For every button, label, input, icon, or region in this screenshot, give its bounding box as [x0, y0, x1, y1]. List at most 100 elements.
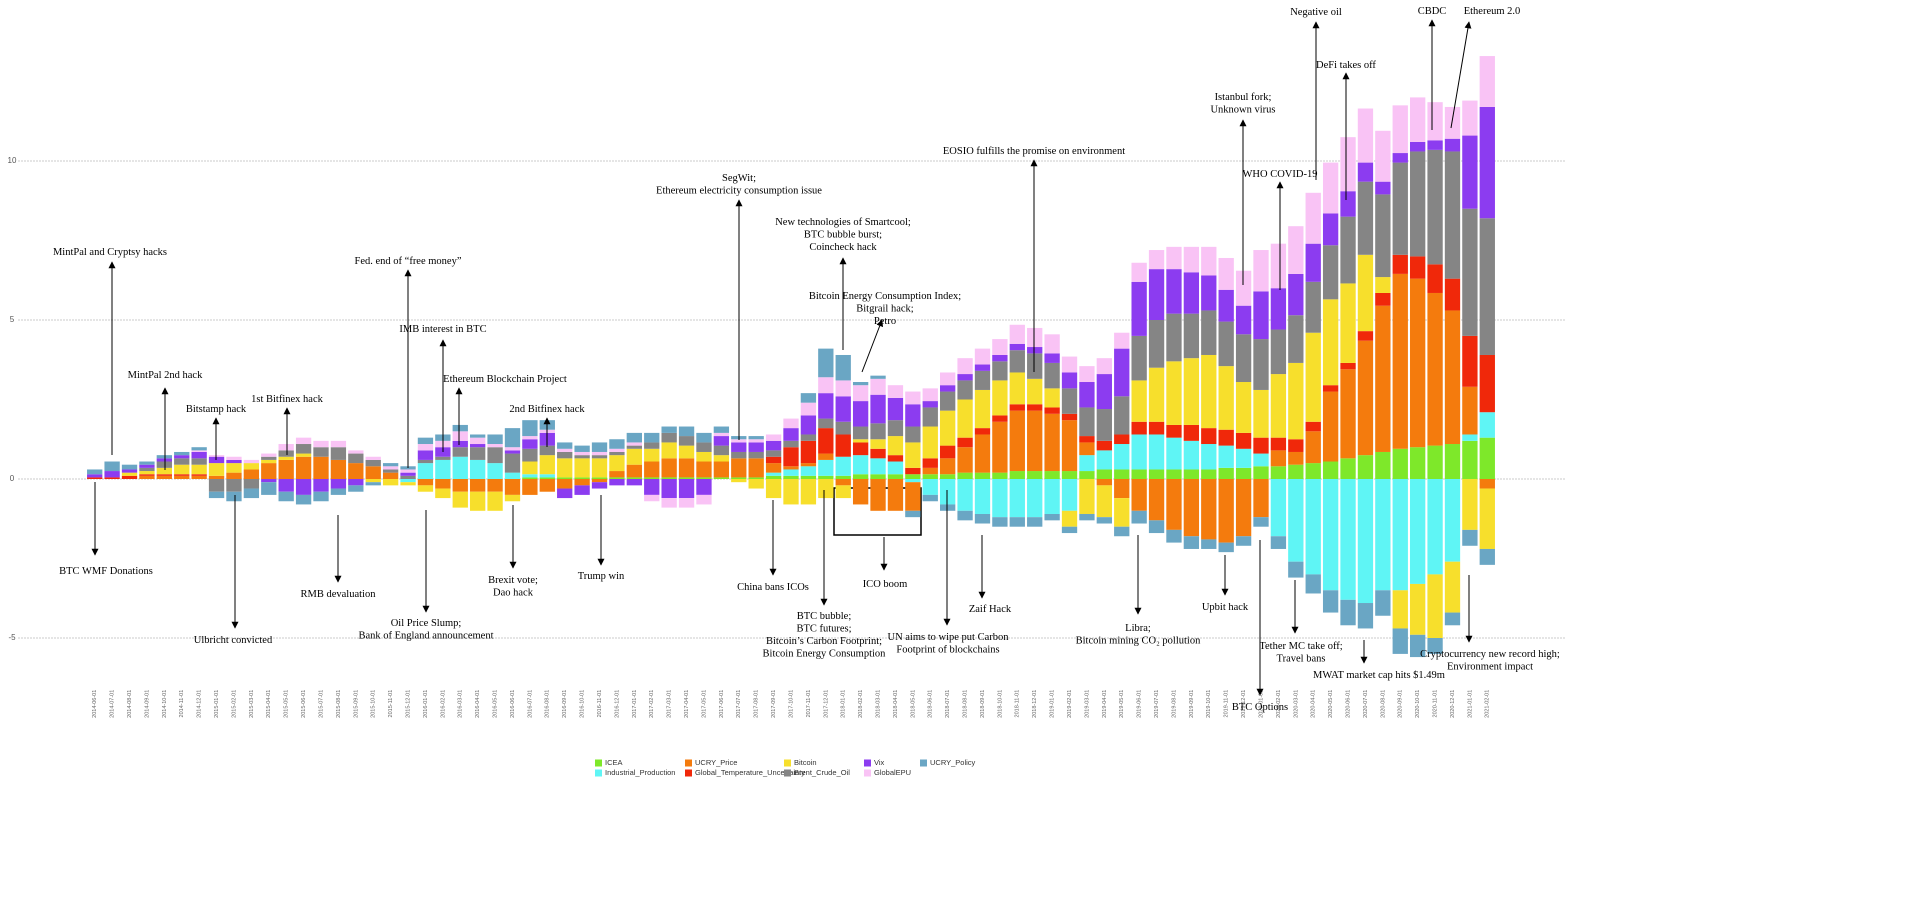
- bar-segment: [818, 393, 834, 419]
- x-tick-label: 2019-07-01: [1154, 690, 1160, 718]
- bar-segment: [783, 469, 799, 476]
- bar-segment: [835, 396, 851, 422]
- bar-segment: [470, 434, 486, 438]
- annotation-text: Negative oil: [1290, 7, 1342, 18]
- bar-segment: [1410, 151, 1426, 257]
- x-tick-label: 2018-09-01: [980, 690, 986, 718]
- bar-segment: [818, 453, 834, 460]
- bar-segment: [1235, 382, 1252, 433]
- bar-segment: [504, 453, 521, 473]
- bar-segment: [470, 444, 486, 448]
- bar-segment: [121, 472, 138, 476]
- bar-segment: [1427, 445, 1443, 479]
- bar-segment: [1270, 466, 1287, 479]
- bar-segment: [1218, 479, 1234, 543]
- bar-segment: [748, 436, 764, 440]
- bar-segment: [661, 442, 677, 459]
- bar-segment: [557, 488, 573, 499]
- bar-segment: [1044, 407, 1060, 414]
- bar-segment: [174, 474, 190, 476]
- annotation-text: Fed. end of “free money”: [355, 256, 462, 267]
- bar-segment: [1340, 137, 1356, 192]
- bar-segment: [852, 479, 869, 505]
- x-tick-label: 2020-04-01: [1311, 690, 1317, 718]
- legend-swatch: [784, 769, 791, 777]
- bar-segment: [156, 475, 172, 479]
- annotation-text: Bitcoin Energy Consumption Index;: [809, 291, 961, 302]
- bar-segment: [957, 479, 973, 511]
- x-tick-label: 2018-06-01: [928, 690, 934, 718]
- bar-segment: [1392, 479, 1408, 591]
- annotation-text: Oil Price Slump;: [391, 618, 462, 629]
- annotation-text: BTC Options: [1232, 702, 1288, 713]
- bar-segment: [1027, 517, 1043, 527]
- bar-segment: [1410, 141, 1426, 152]
- bar-segment: [1009, 410, 1025, 472]
- bar-segment: [1148, 250, 1165, 270]
- bar-segment: [139, 461, 155, 465]
- bar-segment: [574, 477, 590, 479]
- bar-segment: [1201, 354, 1217, 429]
- bar-segment: [1079, 471, 1095, 479]
- bar-segment: [922, 479, 938, 495]
- bar-segment: [1375, 451, 1391, 479]
- bar-segment: [1201, 444, 1217, 470]
- annotation-text: China bans ICOs: [737, 582, 809, 593]
- bar-segment: [591, 482, 608, 489]
- x-tick-label: 2018-02-01: [858, 690, 864, 718]
- bar-segment: [452, 456, 468, 479]
- legend-swatch: [784, 759, 791, 767]
- bar-segment: [1462, 335, 1478, 387]
- bar-segment: [678, 436, 695, 446]
- bar-segment: [1479, 218, 1495, 355]
- x-tick-label: 2018-08-01: [963, 690, 969, 718]
- bar-segment: [1340, 369, 1356, 459]
- bar-segment: [992, 479, 1008, 518]
- bar-segment: [731, 451, 747, 459]
- x-tick-label: 2017-11-01: [806, 690, 812, 718]
- x-tick-label: 2016-08-01: [545, 690, 551, 718]
- bar-segment: [1148, 367, 1165, 422]
- bar-segment: [1253, 517, 1269, 527]
- bar-segment: [1305, 192, 1321, 244]
- bar-segment: [1288, 464, 1304, 479]
- bar-segment: [1131, 510, 1147, 524]
- bar-segment: [1096, 479, 1112, 486]
- x-tick-label: 2018-05-01: [910, 690, 916, 718]
- bar-segment: [539, 479, 555, 492]
- bar-segment: [452, 440, 468, 448]
- bar-segment: [1322, 245, 1339, 300]
- bar-segment: [922, 426, 938, 459]
- bar-segment: [1201, 246, 1217, 276]
- bar-segment: [1096, 374, 1112, 410]
- bar-segment: [1079, 382, 1095, 408]
- bar-segment: [261, 459, 277, 464]
- bar-segment: [261, 456, 277, 460]
- legend-swatch: [595, 759, 602, 767]
- bar-segment: [139, 475, 155, 479]
- bar-segment: [748, 477, 764, 479]
- bar-segment: [574, 445, 590, 452]
- bar-segment: [1009, 517, 1025, 527]
- bar-segment: [1479, 412, 1495, 438]
- x-tick-label: 2019-10-01: [1206, 690, 1212, 718]
- bar-segment: [226, 459, 242, 464]
- bar-segment: [522, 477, 538, 479]
- bar-segment: [1375, 590, 1391, 616]
- bar-segment: [974, 348, 991, 365]
- bar-segment: [887, 461, 904, 475]
- bar-segment: [382, 479, 399, 486]
- bar-segment: [557, 451, 573, 459]
- annotation-text: CBDC: [1418, 6, 1447, 17]
- bar-segment: [1253, 466, 1269, 479]
- bar-segment: [678, 445, 695, 459]
- x-tick-label: 2015-09-01: [353, 690, 359, 718]
- bar-segment: [1096, 358, 1112, 375]
- bar-segment: [504, 428, 521, 448]
- bar-segment: [748, 439, 764, 443]
- bar-segment: [800, 434, 817, 441]
- x-tick-label: 2015-08-01: [336, 690, 342, 718]
- bar-segment: [1462, 386, 1478, 435]
- annotation-text: Tether MC take off;: [1259, 641, 1342, 652]
- x-tick-label: 2017-09-01: [771, 690, 777, 718]
